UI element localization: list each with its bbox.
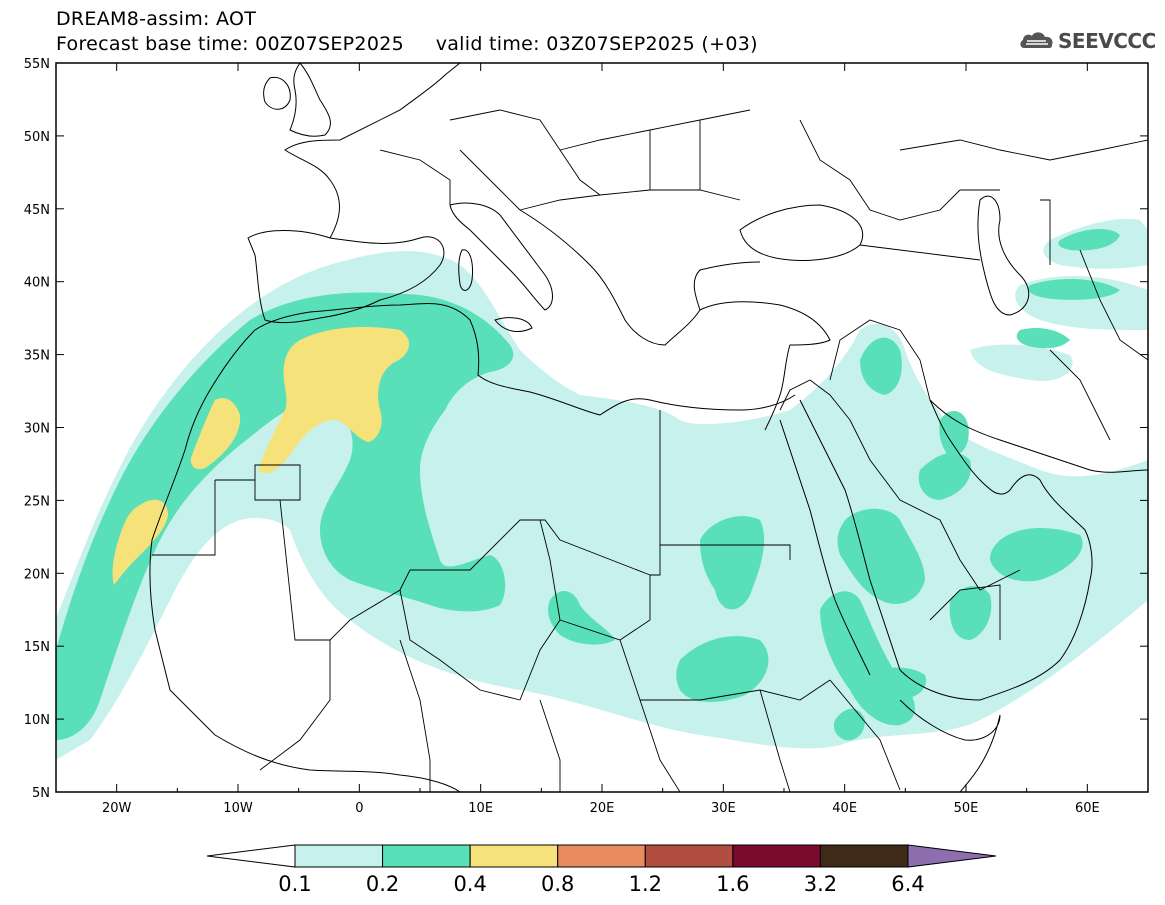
iran-coast [929, 399, 1148, 473]
colorbar-label: 6.4 [891, 872, 924, 896]
coastlines [149, 63, 1148, 792]
turkey-levant-coast [699, 301, 831, 431]
logo-text: SEEVCCC [1058, 29, 1156, 53]
lat-tick-label: 40N [24, 276, 50, 291]
colorbar-label: 0.8 [541, 872, 574, 896]
base-time: Forecast base time: 00Z07SEP2025 [56, 33, 404, 55]
colorbar-label: 0.1 [278, 872, 311, 896]
aot-level-0.1-north [970, 218, 1148, 381]
west-africa-coast [149, 329, 461, 792]
lon-tick-label: 20W [102, 801, 132, 816]
red-sea-coast-west [779, 419, 871, 676]
valid-time: valid time: 03Z07SEP2025 (+03) [435, 33, 758, 55]
colorbar-segment [644, 844, 734, 868]
britain-coast [289, 63, 331, 137]
colorbar-segment [382, 844, 471, 868]
lat-tick-label: 10N [24, 713, 50, 728]
colorbar-segment [294, 844, 384, 868]
france-coast [284, 63, 461, 239]
longitude-axis: 20W 10W 0 10E 20E 30E 40E 50E 60E [55, 63, 1149, 816]
lon-tick-label: 50E [954, 801, 979, 816]
lon-tick-label: 10E [468, 801, 493, 816]
north-africa-coast [254, 303, 796, 416]
lat-tick-label: 20N [24, 567, 50, 582]
lat-tick-label: 15N [24, 640, 50, 655]
lat-tick-label: 50N [24, 130, 50, 145]
lat-tick-label: 55N [24, 57, 50, 72]
lat-tick-label: 30N [24, 422, 50, 437]
colorbar-label: 1.2 [629, 872, 662, 896]
lon-tick-label: 10W [223, 801, 253, 816]
lon-tick-label: 20E [590, 801, 615, 816]
map-title: DREAM8-assim: AOT [56, 8, 257, 30]
aot-field [56, 218, 1148, 760]
lat-tick-label: 45N [24, 203, 50, 218]
lon-tick-label: 0 [355, 801, 363, 816]
lon-tick-label: 40E [832, 801, 857, 816]
ireland-coast [263, 76, 291, 110]
colorbar-label: 3.2 [804, 872, 837, 896]
balkans-coast [519, 209, 761, 346]
lat-tick-label: 35N [24, 349, 50, 364]
colorbar-label: 0.4 [453, 872, 486, 896]
colorbar-segment [732, 844, 821, 868]
caspian-coast [977, 195, 1030, 316]
lat-tick-label: 25N [24, 494, 50, 509]
colorbar-label: 1.6 [716, 872, 749, 896]
country-borders [152, 109, 1148, 792]
horn-africa-coast [899, 699, 1001, 792]
red-sea-coast-east [799, 399, 901, 671]
colorbar-segment [819, 844, 909, 868]
arabia-coast [899, 399, 1093, 701]
aot-colorbar: 0.1 0.2 0.4 0.8 1.2 1.6 3.2 6.4 [206, 844, 997, 896]
aot-level-0.2-east [548, 228, 1120, 741]
sardinia-coast [458, 249, 473, 291]
colorbar-segment [557, 844, 646, 868]
aot-level-0.2 [56, 292, 514, 740]
colorbar-label: 0.2 [366, 872, 399, 896]
cloud-logo-icon [1020, 32, 1053, 48]
colorbar-overflow [907, 844, 997, 868]
colorbar-segment [469, 844, 559, 868]
sicily-coast [494, 317, 533, 333]
italy-coast [449, 202, 553, 311]
time-info: Forecast base time: 00Z07SEP2025 valid t… [56, 33, 758, 55]
lon-tick-label: 60E [1075, 801, 1100, 816]
lon-tick-label: 30E [711, 801, 736, 816]
lat-tick-label: 5N [32, 786, 50, 801]
aot-level-0.4 [112, 327, 410, 585]
colorbar-underflow [206, 844, 296, 868]
latitude-axis: 55N 50N 45N 40N 35N 30N 25N 20N 15N 10N 5N [24, 57, 1148, 801]
